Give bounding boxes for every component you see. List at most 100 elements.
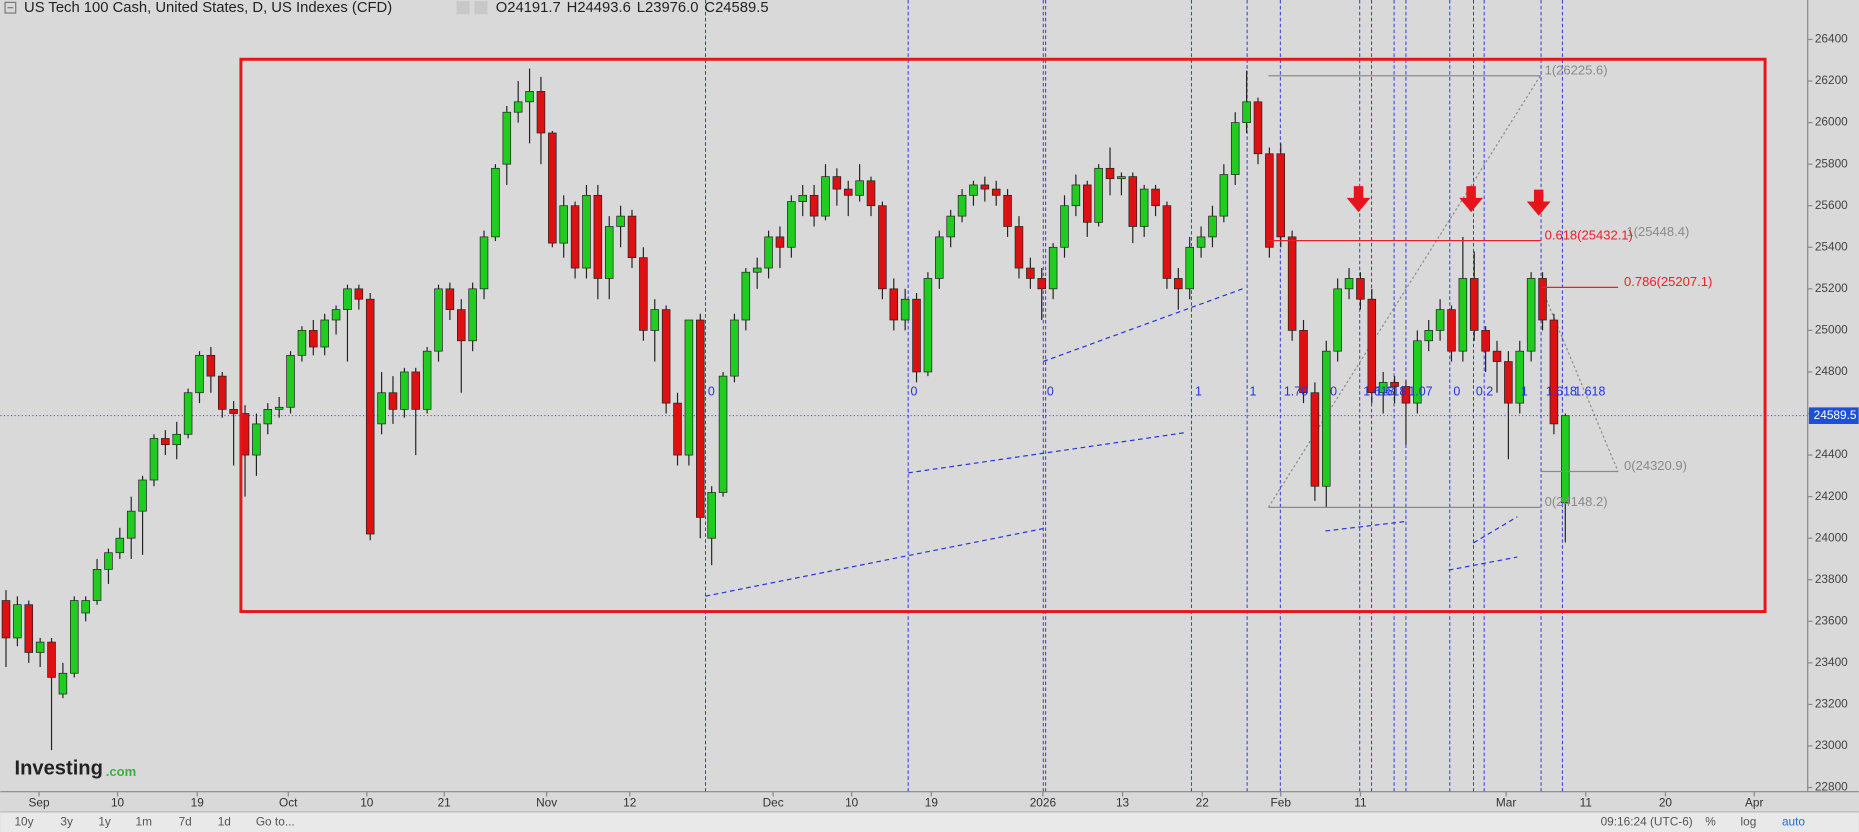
candle-body bbox=[1196, 236, 1206, 248]
x-tick-label: 20 bbox=[1659, 796, 1673, 810]
candle-body bbox=[297, 330, 307, 356]
y-tick-label: 23800 bbox=[1815, 572, 1848, 586]
candle-body bbox=[1356, 278, 1365, 300]
candle-body bbox=[809, 194, 819, 217]
fib-label: 0(24148.2) bbox=[1545, 494, 1608, 509]
candle-body bbox=[525, 91, 534, 103]
trend-line bbox=[1043, 287, 1245, 363]
candle-body bbox=[229, 409, 238, 414]
last-price-box bbox=[1808, 407, 1859, 424]
candle-body bbox=[1003, 194, 1012, 227]
candle-body bbox=[388, 392, 398, 410]
range-button[interactable]: 1d bbox=[218, 815, 231, 829]
close-icon[interactable] bbox=[474, 1, 488, 15]
highlight-box bbox=[239, 57, 1767, 614]
x-tick-label: 22 bbox=[1196, 796, 1209, 810]
x-tick-label: 10 bbox=[111, 796, 125, 810]
wave-label: 0 bbox=[708, 385, 715, 399]
header: US Tech 100 Cash, United States, D, US I… bbox=[4, 0, 769, 16]
candle-body bbox=[479, 236, 489, 290]
candle-body bbox=[1117, 176, 1126, 180]
candle-body bbox=[104, 552, 113, 570]
candle-body bbox=[1447, 309, 1456, 352]
last-price-label: 24589.5 bbox=[1814, 408, 1857, 422]
fib-label: 0(24320.9) bbox=[1624, 458, 1687, 473]
candle-body bbox=[161, 438, 170, 446]
candle-body bbox=[320, 319, 329, 348]
candle-body bbox=[377, 392, 386, 425]
candle-body bbox=[1219, 174, 1229, 217]
arrow bbox=[1459, 186, 1483, 213]
candle-body bbox=[559, 205, 568, 244]
candle-body bbox=[889, 288, 899, 321]
wave-label: 1.70 bbox=[1284, 385, 1308, 399]
x-tick-label: 11 bbox=[1354, 796, 1367, 810]
scale-option[interactable]: log bbox=[1741, 815, 1757, 829]
drawings-front: 1(26225.6) 1(25448.4)0.618(25432.1) 0.786(… bbox=[239, 57, 1767, 614]
candle-body bbox=[115, 537, 125, 554]
candle-body bbox=[582, 194, 591, 269]
range-button[interactable]: 7d bbox=[179, 815, 192, 829]
wave-label: 1.618 bbox=[1546, 385, 1577, 399]
candle-body bbox=[1276, 153, 1286, 238]
candle-body bbox=[491, 167, 500, 238]
y-tick-label: 22800 bbox=[1815, 780, 1848, 794]
candle-body bbox=[752, 267, 762, 273]
candle-body bbox=[274, 406, 284, 410]
range-button[interactable]: 1m bbox=[135, 815, 152, 829]
range-button[interactable]: 3y bbox=[60, 815, 73, 829]
trend-line bbox=[1448, 556, 1518, 571]
candle-body bbox=[1037, 278, 1047, 290]
candle-body bbox=[718, 375, 728, 493]
range-button[interactable]: 1y bbox=[98, 815, 111, 829]
collapse-icon[interactable] bbox=[4, 1, 17, 14]
candle-body bbox=[331, 309, 341, 321]
wave-label: 1.618 bbox=[1574, 385, 1605, 399]
wave-label: 0 bbox=[911, 385, 918, 399]
candle-body bbox=[92, 569, 102, 601]
wave-label: 1.07 bbox=[1408, 385, 1432, 399]
candle-body bbox=[821, 176, 830, 217]
drawings-back bbox=[0, 0, 1808, 792]
candle-body bbox=[1242, 101, 1251, 123]
x-tick-label: Sep bbox=[28, 796, 49, 810]
fib-label: 0.618(25432.1) bbox=[1545, 227, 1633, 242]
candle-body bbox=[980, 184, 990, 190]
wave-label: 0 bbox=[1453, 385, 1460, 399]
candle-body bbox=[343, 288, 352, 310]
y-tick-label: 23200 bbox=[1815, 697, 1848, 711]
x-tick-label: Mar bbox=[1496, 796, 1516, 810]
clock: 09:16:24 (UTC-6) bbox=[1601, 815, 1693, 829]
candle-body bbox=[627, 215, 637, 259]
settings-icon[interactable] bbox=[456, 1, 470, 15]
candle-body bbox=[354, 288, 364, 300]
x-tick-label: Nov bbox=[536, 796, 557, 810]
scale-option[interactable]: auto bbox=[1782, 815, 1805, 829]
candle-body bbox=[616, 215, 625, 227]
candle-body bbox=[502, 111, 512, 165]
candle-body bbox=[252, 423, 261, 456]
range-button[interactable]: 10y bbox=[14, 815, 33, 829]
candle-body bbox=[1174, 278, 1183, 290]
arrow bbox=[1526, 189, 1551, 216]
x-tick-label: 11 bbox=[1580, 796, 1593, 810]
trend-line bbox=[908, 432, 1186, 474]
range-button[interactable]: Go to... bbox=[256, 815, 295, 829]
candle-body bbox=[900, 298, 910, 321]
wave-label: 0 bbox=[1330, 385, 1337, 399]
candle-body bbox=[35, 641, 45, 653]
candle-body bbox=[661, 309, 671, 404]
x-tick-label: 2026 bbox=[1030, 796, 1057, 810]
toolbar bbox=[0, 811, 1859, 832]
scale-option[interactable]: % bbox=[1705, 815, 1716, 829]
fib-label: 1(26225.6) bbox=[1545, 62, 1608, 77]
candle-body bbox=[1481, 330, 1490, 352]
candle-body bbox=[1526, 278, 1536, 352]
y-tick-label: 25400 bbox=[1815, 239, 1848, 253]
wave-label: 1 bbox=[1250, 385, 1257, 399]
candle-body bbox=[195, 354, 204, 394]
candle-body bbox=[1162, 205, 1172, 279]
candle-body bbox=[411, 371, 421, 410]
candle-body bbox=[70, 600, 79, 674]
